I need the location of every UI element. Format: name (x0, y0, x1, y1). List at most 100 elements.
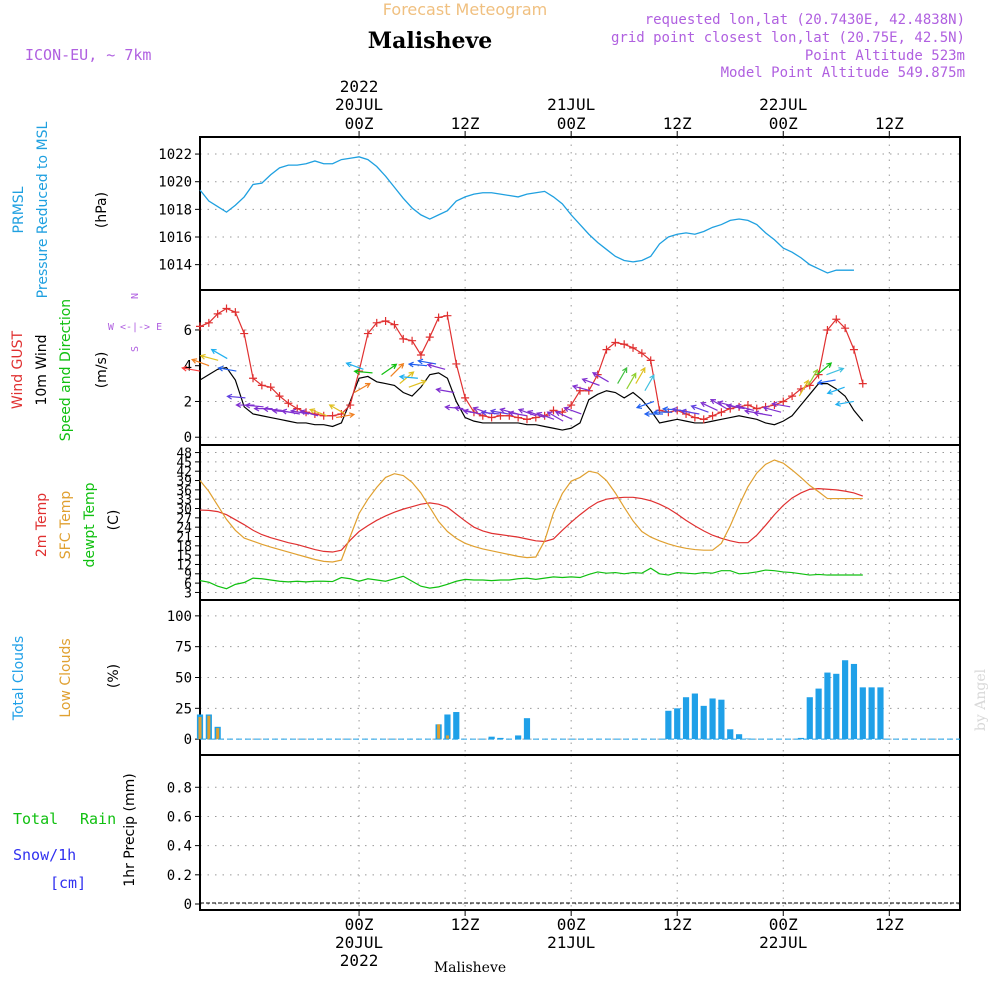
gust-marker (275, 392, 284, 401)
gust-marker (257, 381, 266, 390)
wind-arrow (226, 393, 246, 400)
wind-arrow (381, 363, 398, 376)
wind-arrow (280, 408, 300, 415)
wind-arrow (244, 402, 264, 409)
gust-marker (434, 313, 443, 322)
wind-speed-line (199, 366, 864, 431)
gust-marker (363, 329, 372, 338)
wind-arrow (408, 379, 427, 388)
time-label-bottom: 00Z (345, 915, 374, 934)
gust-marker (788, 392, 797, 401)
bar-total-cloud (497, 737, 504, 740)
gust-marker (222, 304, 231, 313)
subtitle: Forecast Meteogram (383, 0, 547, 19)
wind-arrow (336, 412, 356, 419)
point-altitude: Point Altitude 523m (805, 48, 965, 64)
wind-arrow (807, 368, 818, 386)
wind-arrow (709, 398, 727, 410)
ytick-label: 1022 (158, 147, 192, 163)
wind-arrow (407, 361, 428, 368)
temp-dewpt-line (199, 567, 863, 590)
date-label-top: 22JUL (759, 95, 807, 114)
time-label-bottom: 12Z (875, 915, 904, 934)
wind-arrow (262, 406, 282, 413)
bar-total-cloud (674, 708, 681, 740)
bar-total-cloud (718, 699, 725, 740)
panel-wind: 0 2 4 6 (181, 289, 961, 446)
gust-marker (814, 370, 823, 379)
gust-marker (858, 379, 867, 388)
time-label-bottom: 00Z (557, 915, 586, 934)
gust-marker (425, 333, 434, 342)
wind-arrow (417, 358, 437, 365)
credit: by Angel (973, 668, 989, 731)
ytick-label: 0.8 (167, 780, 192, 796)
ytick-label: 1020 (158, 175, 192, 191)
bar-total-cloud (444, 714, 451, 740)
bar-total-cloud (859, 687, 866, 740)
label-dewpt: dewpt Temp (82, 482, 98, 567)
wind-arrow (480, 409, 500, 416)
label-total-clouds: Total Clouds (11, 636, 27, 721)
wind-arrow (700, 401, 718, 411)
wind-arrow (507, 410, 527, 417)
wind-arrow (217, 365, 237, 372)
gust-marker (408, 336, 417, 345)
gust-marker (514, 413, 523, 422)
bar-low-cloud (207, 715, 211, 740)
gust-marker (620, 340, 629, 349)
wind-arrow (652, 409, 673, 416)
bar-total-cloud (453, 712, 460, 740)
wind-arrow (435, 387, 455, 394)
wind-arrow (289, 408, 310, 415)
gust-marker (487, 413, 496, 422)
wind-arrow (762, 405, 782, 413)
wind-arrow (626, 372, 637, 390)
label-percent: (%) (106, 664, 122, 688)
bar-total-cloud (665, 710, 672, 740)
bar-total-cloud (842, 660, 849, 740)
label-10m-wind: 10m Wind (34, 334, 50, 405)
compass-n: N (130, 293, 141, 299)
model-altitude: Model Point Altitude 549.875m (721, 65, 965, 81)
temp-2m-line (199, 488, 863, 553)
wind-arrow (826, 386, 845, 395)
gust-marker (849, 345, 858, 354)
ytick-label: 9 (184, 568, 192, 583)
wind-arrow (643, 411, 664, 417)
wind-arrow (299, 409, 319, 417)
wind-arrow (462, 408, 482, 415)
ytick-label: 21 (176, 530, 192, 545)
label-hpa: (hPa) (94, 192, 110, 228)
panel-frame (199, 136, 961, 291)
ytick-label: 15 (176, 549, 192, 564)
wind-arrow (190, 358, 210, 367)
time-label-top: 00Z (557, 114, 586, 133)
label-wind-gust: Wind GUST (10, 330, 26, 409)
bar-total-cloud (797, 737, 805, 740)
panel-clouds: 0 25 50 75 100 (167, 599, 961, 756)
ytick-label: 33 (176, 493, 192, 508)
requested-coords: requested lon,lat (20.7430E, 42.4838N) (645, 12, 965, 28)
wind-arrow (834, 400, 854, 407)
ytick-label: 24 (176, 521, 192, 536)
time-label-top: 00Z (769, 114, 798, 133)
bar-total-cloud (700, 705, 707, 740)
gust-marker (231, 308, 240, 317)
ytick-label: 36 (176, 484, 192, 499)
ytick-label: 42 (176, 465, 192, 480)
label-speed-direction: Speed and Direction (58, 299, 74, 441)
ytick-label: 45 (176, 456, 192, 471)
wind-arrow (735, 403, 754, 411)
bar-low-cloud (216, 728, 220, 740)
wind-arrow (563, 406, 582, 415)
date-label-top: 20JUL (335, 95, 383, 114)
date-label-bottom: 22JUL (759, 933, 807, 952)
bar-total-cloud (815, 688, 822, 740)
gust-marker (461, 393, 470, 402)
ytick-label: 6 (184, 577, 192, 592)
pressure-line (199, 156, 854, 274)
time-label-top: 12Z (451, 114, 480, 133)
gust-marker (328, 411, 337, 420)
